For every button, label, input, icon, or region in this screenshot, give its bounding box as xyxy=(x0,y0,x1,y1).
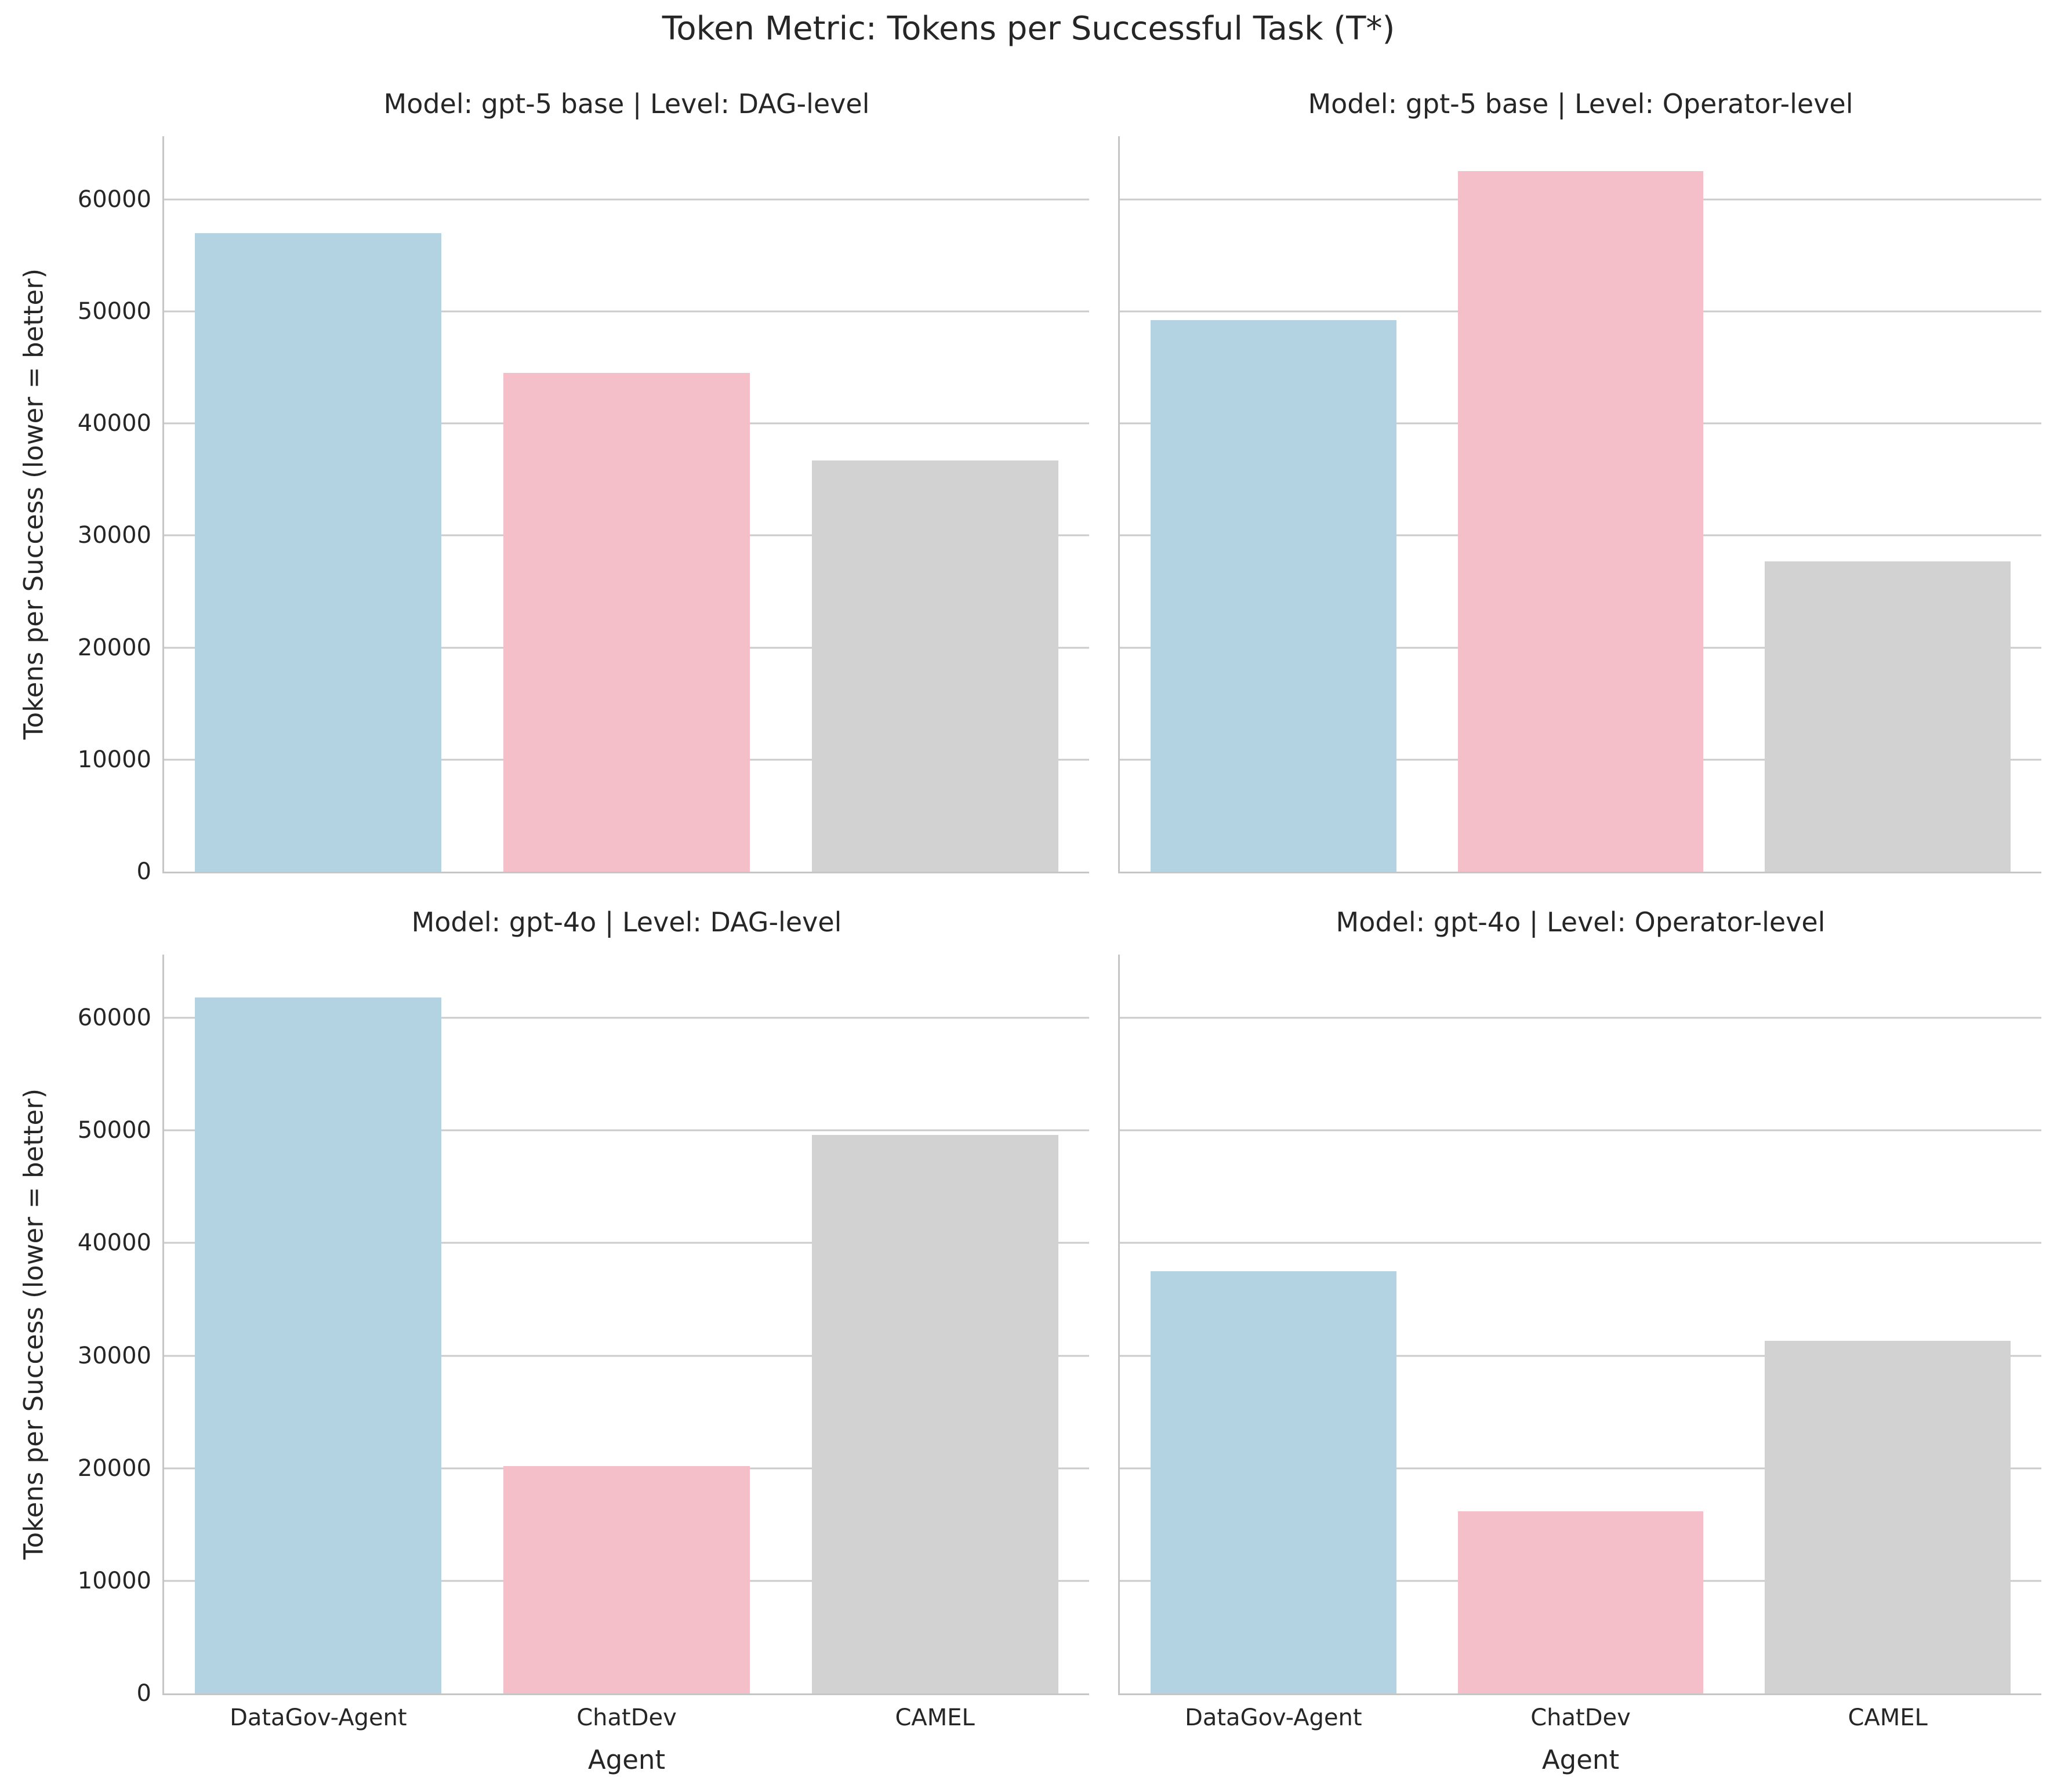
gridline xyxy=(1120,1017,2041,1019)
y-tick-label: 10000 xyxy=(77,746,151,773)
bar-camel xyxy=(811,1135,1058,1693)
gridline xyxy=(164,1242,1089,1244)
facet-gpt4o-dag-level: Model: gpt-4o | Level: DAG-level 0 10000 2… xyxy=(78,908,1089,1773)
y-tick-label: 60000 xyxy=(77,186,151,213)
y-axis-label-row1: Tokens per Success (lower = better) xyxy=(18,268,49,740)
facet-gpt4o-operator-level: Model: gpt-4o | Level: Operator-level Da… xyxy=(1118,908,2041,1773)
gridline xyxy=(1120,1129,2041,1131)
gridline xyxy=(164,1017,1089,1019)
gridline xyxy=(164,1129,1089,1131)
bar-camel xyxy=(811,460,1058,872)
facet-gpt5base-dag-level: Model: gpt-5 base | Level: DAG-level 0 10… xyxy=(78,89,1089,883)
y-tick-label: 20000 xyxy=(77,634,151,661)
facet-gpt5base-operator-level: Model: gpt-5 base | Level: Operator-leve… xyxy=(1118,89,2041,873)
facet-title: Model: gpt-5 base | Level: DAG-level xyxy=(383,88,870,120)
bar-datagov-agent xyxy=(195,997,442,1693)
bar-datagov-agent xyxy=(1150,320,1396,872)
figure-title: Token Metric: Tokens per Successful Task… xyxy=(662,10,1395,48)
facet-title: Model: gpt-4o | Level: DAG-level xyxy=(411,906,842,938)
y-tick-label: 60000 xyxy=(77,1004,151,1032)
gridline xyxy=(1120,1242,2041,1244)
x-tick-label-chatdev: ChatDev xyxy=(1530,1704,1631,1731)
gridline xyxy=(1120,1355,2041,1357)
gridline xyxy=(164,310,1089,313)
x-tick-label-camel: CAMEL xyxy=(895,1704,975,1731)
bar-datagov-agent xyxy=(1150,1271,1396,1693)
gridline xyxy=(164,198,1089,201)
facet-title: Model: gpt-5 base | Level: Operator-leve… xyxy=(1308,88,1853,120)
gridline xyxy=(1120,1467,2041,1470)
bar-chatdev xyxy=(503,1465,750,1693)
y-tick-label: 40000 xyxy=(77,410,151,437)
y-tick-label: 0 xyxy=(136,1680,151,1707)
y-tick-label: 10000 xyxy=(77,1567,151,1594)
gridline xyxy=(164,1355,1089,1357)
bar-datagov-agent xyxy=(195,233,442,872)
y-axis-label-row2: Tokens per Success (lower = better) xyxy=(18,1088,49,1560)
y-tick-label: 0 xyxy=(136,858,151,885)
bar-chatdev xyxy=(1457,1511,1704,1693)
x-axis-label: Agent xyxy=(587,1744,666,1775)
bar-chatdev xyxy=(503,373,750,872)
x-tick-label-datagov-agent: DataGov-Agent xyxy=(230,1704,407,1731)
y-tick-label: 40000 xyxy=(77,1229,151,1257)
bar-camel xyxy=(1765,561,2011,872)
y-tick-label: 20000 xyxy=(77,1454,151,1482)
x-tick-label-datagov-agent: DataGov-Agent xyxy=(1185,1704,1362,1731)
y-tick-label: 30000 xyxy=(77,522,151,549)
x-axis-label: Agent xyxy=(1541,1744,1620,1775)
y-tick-label: 50000 xyxy=(77,1117,151,1144)
y-tick-label: 30000 xyxy=(77,1342,151,1369)
x-tick-label-camel: CAMEL xyxy=(1848,1704,1928,1731)
facet-title: Model: gpt-4o | Level: Operator-level xyxy=(1336,906,1826,938)
x-tick-label-chatdev: ChatDev xyxy=(576,1704,677,1731)
bar-chatdev xyxy=(1457,171,1704,872)
bar-camel xyxy=(1765,1341,2011,1693)
y-tick-label: 50000 xyxy=(77,298,151,325)
